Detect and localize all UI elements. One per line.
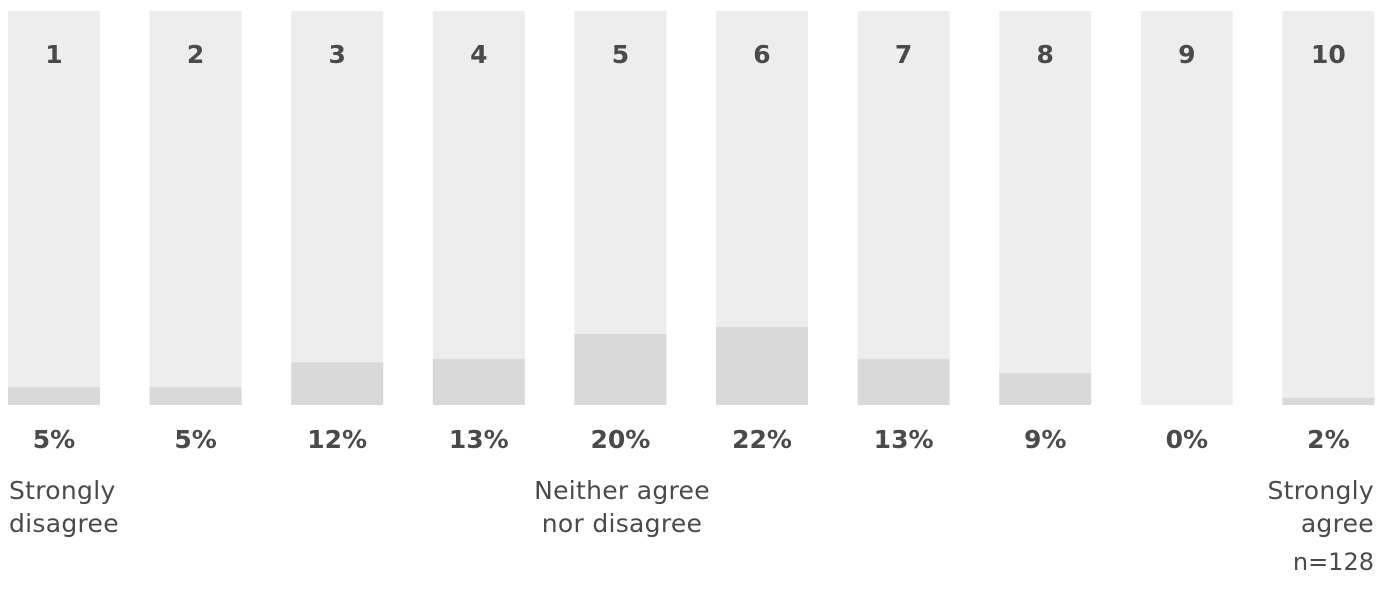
value-label-1: 5% <box>33 425 75 454</box>
category-label-5: 5 <box>612 40 629 69</box>
value-label-6: 22% <box>732 425 792 454</box>
bar-track-2 <box>149 11 242 405</box>
bar-track-7 <box>857 11 950 405</box>
category-label-1: 1 <box>45 40 62 69</box>
bar-10 <box>1282 397 1375 405</box>
bar-track-1 <box>8 11 100 405</box>
category-label-9: 9 <box>1178 40 1195 69</box>
value-label-3: 12% <box>307 425 367 454</box>
bar-track-10 <box>1282 11 1375 405</box>
value-label-9: 0% <box>1166 425 1208 454</box>
value-label-4: 13% <box>449 425 509 454</box>
scale-label-left: Strongly disagree <box>9 474 119 540</box>
value-label-8: 9% <box>1024 425 1066 454</box>
bar-1 <box>8 387 100 405</box>
value-label-2: 5% <box>174 425 216 454</box>
bar-6 <box>716 326 808 405</box>
scale-label-right-line2: agree <box>1300 509 1374 538</box>
bar-track-4 <box>432 11 525 405</box>
category-label-4: 4 <box>470 40 487 69</box>
bar-track-8 <box>999 11 1092 405</box>
scale-label-middle-line2: nor disagree <box>541 509 703 538</box>
category-label-2: 2 <box>187 40 204 69</box>
scale-label-right: Strongly agree <box>1267 474 1374 540</box>
value-label-10: 2% <box>1307 425 1349 454</box>
scale-label-middle: Neither agree nor disagree <box>522 474 722 540</box>
category-label-3: 3 <box>328 40 345 69</box>
bar-4 <box>432 358 525 405</box>
scale-label-middle-line1: Neither agree <box>534 476 710 505</box>
category-label-10: 10 <box>1311 40 1346 69</box>
scale-label-left-line1: Strongly <box>9 476 116 505</box>
category-label-7: 7 <box>895 40 912 69</box>
bar-8 <box>999 373 1092 405</box>
scale-label-right-line1: Strongly <box>1267 476 1374 505</box>
bar-7 <box>857 358 950 405</box>
category-label-6: 6 <box>753 40 770 69</box>
bar-2 <box>149 387 242 405</box>
value-label-7: 13% <box>874 425 934 454</box>
bar-5 <box>574 334 667 405</box>
scale-label-left-line2: disagree <box>9 509 119 538</box>
sample-size-note: n=128 <box>1292 548 1374 576</box>
bar-track-9 <box>1140 11 1233 405</box>
bar-3 <box>291 362 384 405</box>
bar-track-3 <box>291 11 384 405</box>
value-label-5: 20% <box>590 425 650 454</box>
category-label-8: 8 <box>1036 40 1053 69</box>
